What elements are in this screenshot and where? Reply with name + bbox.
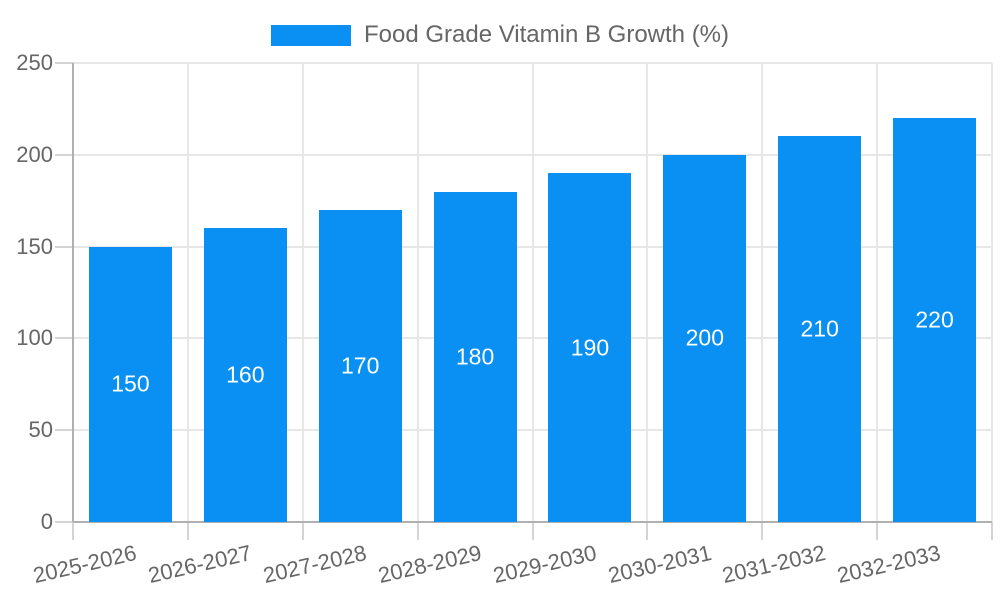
- x-axis-tick: [646, 522, 649, 540]
- bar-2026-2027[interactable]: [203, 228, 287, 522]
- bar-2032-2033[interactable]: [893, 118, 977, 522]
- x-tick-label: 2029-2030: [490, 540, 599, 589]
- x-tick-label: 2032-2033: [835, 540, 944, 589]
- legend-label: Food Grade Vitamin B Growth (%): [363, 21, 730, 48]
- gridline-vertical: [416, 63, 419, 522]
- y-axis-tick: [55, 245, 73, 248]
- y-axis-tick: [55, 153, 73, 156]
- x-axis-tick: [761, 522, 764, 540]
- x-axis-tick: [531, 522, 534, 540]
- x-axis-line: [73, 521, 992, 523]
- y-tick-label: 100: [16, 325, 53, 351]
- bar-value-label: 200: [685, 324, 724, 351]
- x-tick-label: 2031-2032: [720, 540, 829, 589]
- bar-value-label: 170: [341, 352, 380, 379]
- y-axis-tick: [55, 429, 73, 432]
- x-axis-tick: [186, 522, 189, 540]
- bar-value-label: 160: [226, 361, 265, 388]
- x-axis-tick: [301, 522, 304, 540]
- gridline-vertical: [531, 63, 534, 522]
- legend-item[interactable]: Food Grade Vitamin B Growth (%): [270, 21, 730, 50]
- bar-2025-2026[interactable]: [88, 246, 172, 522]
- legend-swatch: [270, 24, 351, 46]
- y-axis-line: [72, 63, 74, 522]
- gridline-vertical: [301, 63, 304, 522]
- bar-value-label: 210: [800, 315, 839, 342]
- gridline-vertical: [876, 63, 879, 522]
- gridline-vertical: [646, 63, 649, 522]
- y-axis-tick: [55, 521, 73, 523]
- bar-2031-2032[interactable]: [778, 136, 862, 522]
- x-axis-tick: [72, 522, 74, 540]
- y-tick-label: 0: [40, 509, 53, 534]
- x-tick-label: 2027-2028: [260, 540, 369, 589]
- bar-value-label: 180: [455, 343, 495, 370]
- x-axis-tick: [416, 522, 419, 540]
- bar-2029-2030[interactable]: [548, 173, 632, 522]
- x-tick-label: 2030-2031: [605, 540, 714, 589]
- bar-2027-2028[interactable]: [318, 209, 402, 522]
- bar-2030-2031[interactable]: [663, 154, 747, 522]
- bar-2028-2029[interactable]: [433, 191, 517, 522]
- x-axis-tick: [991, 522, 993, 540]
- bar-value-label: 190: [570, 334, 610, 361]
- x-tick-label: 2026-2027: [145, 540, 254, 589]
- gridline-vertical: [991, 63, 993, 522]
- y-axis-tick: [55, 337, 73, 340]
- x-tick-label: 2028-2029: [375, 540, 484, 589]
- bar-value-label: 150: [111, 370, 150, 397]
- x-tick-label: 2025-2026: [30, 540, 140, 589]
- gridline-vertical: [186, 63, 189, 522]
- gridline-vertical: [761, 63, 764, 522]
- y-tick-label: 150: [16, 233, 53, 259]
- y-tick-label: 250: [16, 50, 53, 75]
- y-axis-tick: [55, 62, 73, 64]
- bar-value-label: 220: [915, 306, 954, 333]
- y-tick-label: 50: [28, 417, 53, 443]
- x-axis-tick: [876, 522, 879, 540]
- y-tick-label: 200: [16, 141, 53, 167]
